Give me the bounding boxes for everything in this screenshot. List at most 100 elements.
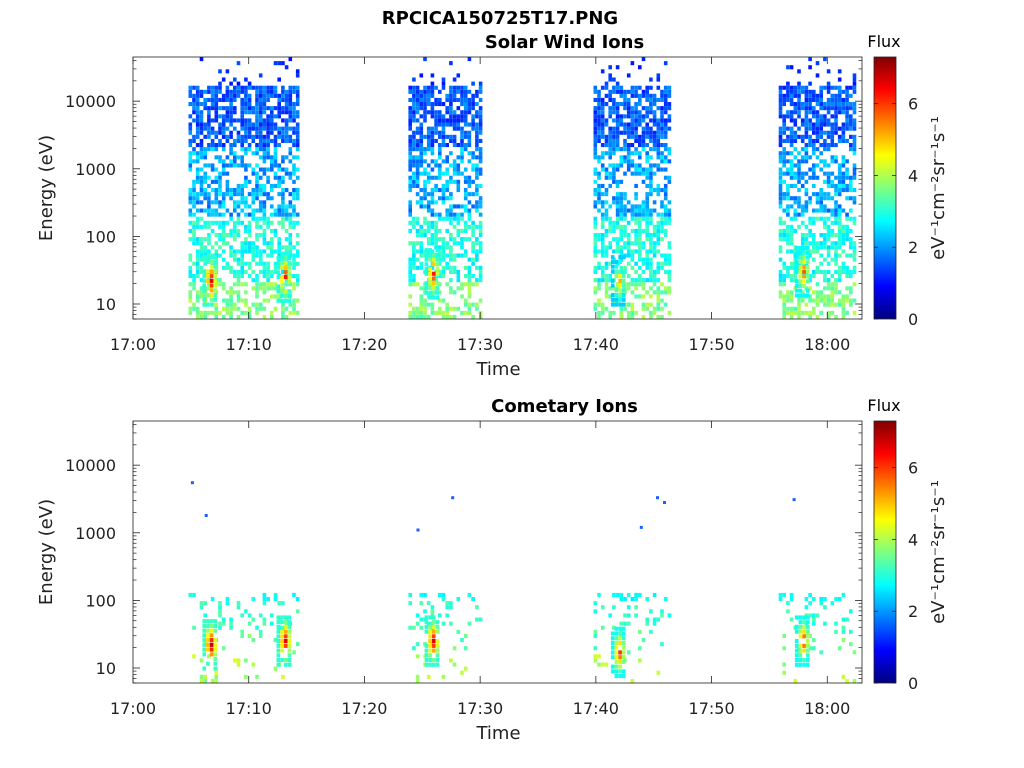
flux-cell <box>806 265 810 270</box>
flux-cell <box>270 220 274 225</box>
flux-cell <box>808 592 812 597</box>
flux-cell <box>794 265 799 270</box>
flux-cell <box>652 147 657 152</box>
flux-cell <box>806 250 810 255</box>
flux-cell <box>456 233 461 238</box>
flux-cell <box>826 228 831 233</box>
flux-cell <box>428 629 432 634</box>
flux-cell <box>622 626 626 631</box>
flux-cell <box>615 130 620 135</box>
flux-cell <box>641 143 646 148</box>
flux-cell <box>615 134 620 139</box>
flux-cell <box>467 310 472 315</box>
flux-cell <box>802 279 806 284</box>
flux-cell <box>812 216 816 221</box>
flux-cell <box>793 200 798 205</box>
flux-cell <box>812 241 816 246</box>
flux-cell <box>800 183 805 188</box>
flux-cell <box>608 77 612 82</box>
flux-cell <box>408 167 412 172</box>
flux-cell <box>218 89 222 94</box>
flux-cell <box>618 297 622 302</box>
flux-cell <box>415 314 420 319</box>
flux-cell <box>221 97 226 102</box>
flux-cell <box>645 233 649 238</box>
flux-cell <box>426 93 431 98</box>
flux-cell <box>218 69 222 74</box>
flux-cell <box>221 204 226 209</box>
flux-cell <box>430 241 435 246</box>
flux-cell <box>663 253 668 258</box>
flux-cell <box>649 155 653 160</box>
flux-cell <box>849 629 853 634</box>
flux-cell <box>623 212 627 217</box>
flux-cell <box>233 188 237 193</box>
flux-cell <box>600 151 605 156</box>
flux-cell <box>812 171 816 176</box>
flux-cell <box>475 204 479 209</box>
flux-cell <box>612 286 616 291</box>
flux-cell <box>797 85 801 90</box>
flux-cell <box>641 147 646 152</box>
flux-cell <box>826 237 831 242</box>
flux-cell <box>802 658 806 663</box>
flux-cell <box>656 265 661 270</box>
flux-cell <box>808 126 812 131</box>
flux-cell <box>214 674 219 679</box>
flux-cell <box>663 192 668 197</box>
flux-cell <box>819 650 823 655</box>
flux-cell <box>415 93 420 98</box>
flux-cell <box>236 298 241 303</box>
flux-cell <box>641 106 646 111</box>
flux-cell <box>463 237 468 242</box>
flux-cell <box>834 200 838 205</box>
flux-cell <box>221 192 226 197</box>
flux-cell <box>815 122 820 127</box>
flux-cell <box>430 126 435 131</box>
flux-cell <box>778 294 783 299</box>
flux-cell <box>663 93 668 98</box>
flux-cell <box>452 85 457 90</box>
flux-cell <box>233 159 237 164</box>
flux-cell <box>412 89 416 94</box>
flux-cell <box>233 658 237 663</box>
flux-cell <box>229 130 233 135</box>
flux-cell <box>207 97 211 102</box>
flux-cell <box>641 306 646 311</box>
flux-cell <box>430 81 435 86</box>
flux-cell <box>408 155 412 160</box>
flux-cell <box>295 102 300 107</box>
flux-cell <box>277 175 281 180</box>
flux-cell <box>778 179 783 184</box>
flux-cell <box>604 216 609 221</box>
flux-cell <box>830 257 835 262</box>
flux-cell <box>641 269 646 274</box>
flux-cell <box>255 179 259 184</box>
flux-cell <box>806 255 810 260</box>
flux-cell <box>435 257 440 262</box>
flux-cell <box>808 167 812 172</box>
flux-cell <box>467 159 472 164</box>
flux-cell <box>841 171 846 176</box>
flux-cell <box>630 597 635 602</box>
flux-cell <box>649 93 653 98</box>
flux-cell <box>782 592 786 597</box>
flux-cell <box>663 167 668 172</box>
flux-cell <box>192 85 196 90</box>
flux-cell <box>426 85 431 90</box>
flux-cell <box>251 196 256 201</box>
flux-cell <box>419 253 424 258</box>
flux-cell <box>804 114 809 119</box>
flux-cell <box>218 245 222 250</box>
flux-cell <box>441 159 446 164</box>
flux-cell <box>812 597 816 602</box>
flux-cell <box>467 237 472 242</box>
flux-cell <box>615 65 620 70</box>
flux-cell <box>419 102 424 107</box>
flux-cell <box>456 212 461 217</box>
flux-cell <box>823 233 827 238</box>
flux-cell <box>270 93 274 98</box>
flux-cell <box>819 290 823 295</box>
flux-cell <box>258 85 263 90</box>
flux-cell <box>449 114 453 119</box>
